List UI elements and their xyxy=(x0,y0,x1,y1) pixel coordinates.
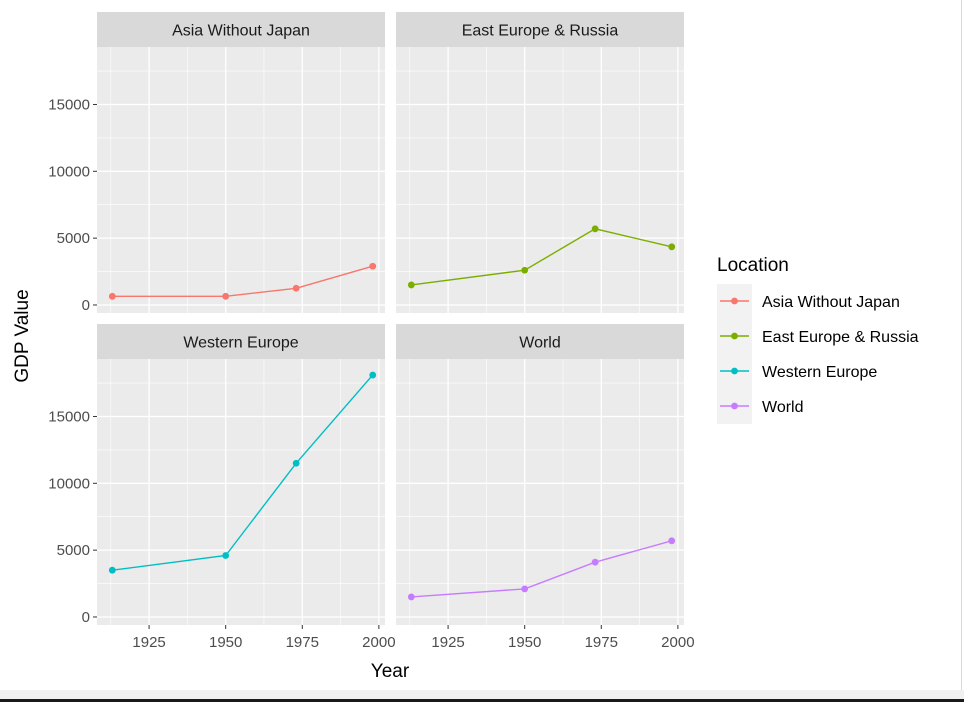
x-tick-label: 1950 xyxy=(209,634,242,651)
data-point-asia-without-japan xyxy=(292,284,300,292)
legend-label-western-europe: Western Europe xyxy=(762,364,877,381)
facet-strip-world xyxy=(396,324,684,359)
panel-background-western-europe xyxy=(97,359,385,625)
legend-label-asia-without-japan: Asia Without Japan xyxy=(762,294,900,311)
y-tick-label: 10000 xyxy=(48,475,90,492)
facet-strip-western-europe xyxy=(97,324,385,359)
y-tick-label: 5000 xyxy=(57,542,90,559)
x-tick-label: 1975 xyxy=(585,634,618,651)
x-tick-label: 1950 xyxy=(508,634,541,651)
x-tick-label: 1925 xyxy=(431,634,464,651)
window-bottom-border xyxy=(0,699,964,702)
legend-key-point-asia-without-japan xyxy=(731,297,738,305)
facet-strip-label-asia-without-japan: Asia Without Japan xyxy=(172,23,310,40)
data-point-western-europe xyxy=(369,371,377,379)
data-point-east-europe-russia xyxy=(591,225,599,233)
legend-key-point-world xyxy=(731,402,738,410)
series-line-world xyxy=(411,540,672,598)
data-point-western-europe xyxy=(108,566,116,574)
legend-label-east-europe-russia: East Europe & Russia xyxy=(762,329,919,346)
y-tick-label: 5000 xyxy=(57,230,90,247)
panel-background-asia-without-japan xyxy=(97,47,385,313)
facet-strip-asia-without-japan xyxy=(97,12,385,47)
panel-background-east-europe-russia xyxy=(396,47,684,313)
x-tick-label: 2000 xyxy=(362,634,395,651)
data-point-western-europe xyxy=(222,552,230,559)
data-point-world xyxy=(407,593,415,601)
data-point-asia-without-japan xyxy=(222,292,230,300)
legend-title: Location xyxy=(717,255,789,276)
facet-strip-east-europe-russia xyxy=(396,12,684,47)
y-tick-label: 15000 xyxy=(48,96,90,113)
legend-key-point-western-europe xyxy=(731,367,738,375)
data-point-western-europe xyxy=(292,459,300,467)
facet-strip-label-world: World xyxy=(519,335,561,352)
y-tick-label: 15000 xyxy=(48,408,90,425)
legend-key-point-east-europe-russia xyxy=(731,332,738,340)
data-point-east-europe-russia xyxy=(407,281,415,289)
data-point-east-europe-russia xyxy=(668,243,676,251)
data-point-world xyxy=(668,537,676,545)
data-point-asia-without-japan xyxy=(369,262,377,270)
series-line-western-europe xyxy=(112,374,374,571)
data-point-east-europe-russia xyxy=(521,266,529,274)
x-tick-label: 1975 xyxy=(286,634,319,651)
series-line-asia-without-japan xyxy=(112,265,373,297)
x-axis-title: Year xyxy=(371,661,410,682)
facet-strip-label-east-europe-russia: East Europe & Russia xyxy=(462,23,619,40)
data-point-asia-without-japan xyxy=(108,292,116,300)
panel-background-world xyxy=(396,359,684,625)
data-point-world xyxy=(521,585,529,593)
x-tick-label: 2000 xyxy=(661,634,694,651)
series-line-east-europe-russia xyxy=(411,228,672,286)
y-tick-label: 10000 xyxy=(48,163,90,180)
y-axis-title: GDP Value xyxy=(12,289,33,382)
y-tick-label: 0 xyxy=(82,609,90,626)
x-tick-label: 1925 xyxy=(132,634,165,651)
y-tick-label: 0 xyxy=(82,297,90,314)
legend-label-world: World xyxy=(762,399,804,416)
data-point-world xyxy=(591,558,599,566)
facet-strip-label-western-europe: Western Europe xyxy=(183,335,298,352)
window-right-border xyxy=(961,0,962,690)
